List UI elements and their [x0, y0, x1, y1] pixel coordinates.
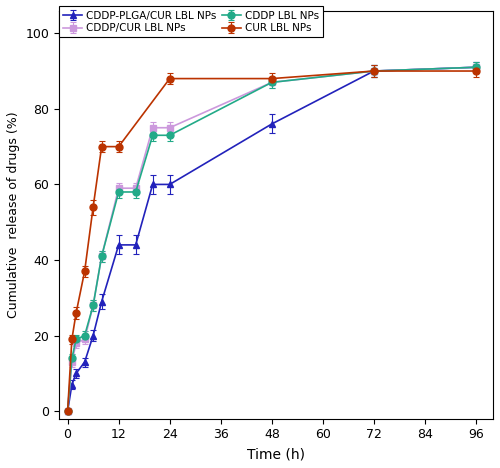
- Legend: CDDP-PLGA/CUR LBL NPs, CDDP/CUR LBL NPs, CDDP LBL NPs, CUR LBL NPs: CDDP-PLGA/CUR LBL NPs, CDDP/CUR LBL NPs,…: [59, 7, 323, 37]
- Y-axis label: Cumulative  release of drugs (%): Cumulative release of drugs (%): [7, 111, 20, 318]
- X-axis label: Time (h): Time (h): [247, 447, 305, 461]
